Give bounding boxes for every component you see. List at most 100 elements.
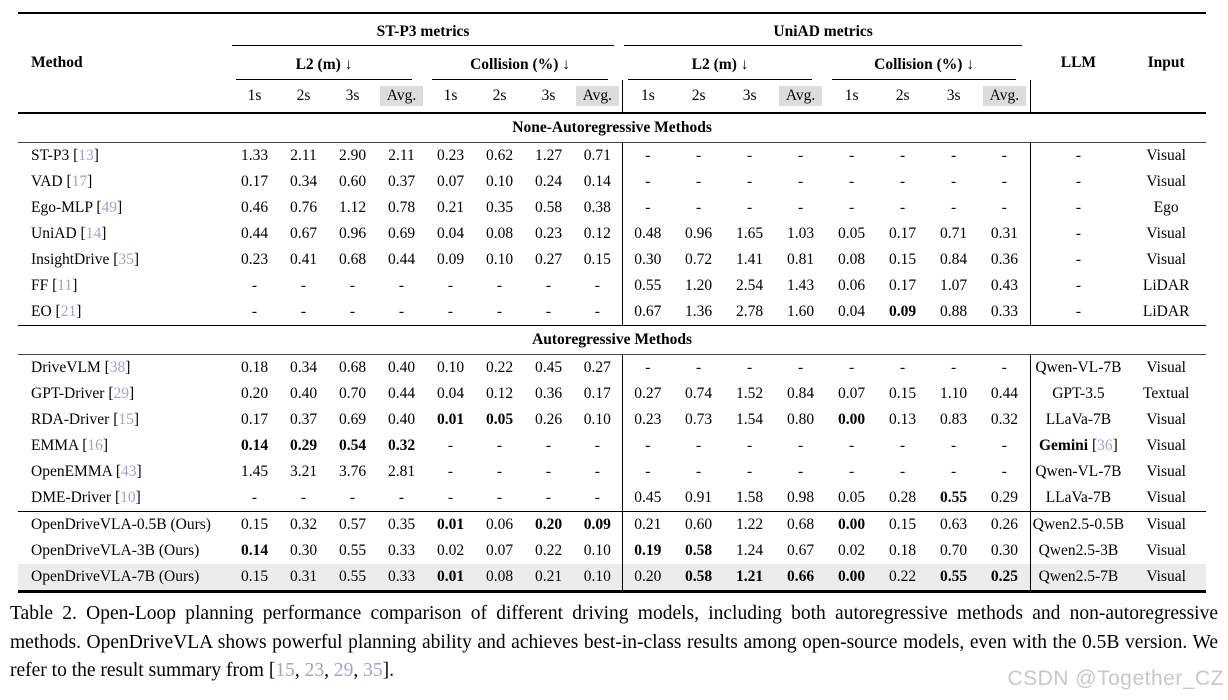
metric-cell: 1.54 (736, 411, 764, 428)
metric-cell: 0.12 (573, 221, 623, 247)
metric-cell: 0.26 (979, 511, 1031, 538)
llm-cell: Qwen2.5-7B (1030, 564, 1127, 593)
metric-cell: 0.23 (534, 225, 563, 242)
citation-ref[interactable]: 13 (78, 147, 94, 164)
citation-ref[interactable]: 36 (1097, 437, 1113, 454)
table-row: DME-Driver [10] - - - - - - - -0.45 0.91 1.58 0.98 0… (18, 485, 1207, 512)
metric-cell: 0.70 (940, 542, 968, 559)
citation-ref[interactable]: 17 (71, 173, 88, 190)
metric-cell: 1.41 (736, 251, 764, 268)
col-group-stp3-metrics: ST-P3 metrics (230, 13, 622, 46)
metric-cell: - (573, 459, 623, 485)
metric-cell: 1.58 (724, 485, 776, 512)
citation-ref[interactable]: 10 (120, 489, 136, 506)
metric-cell: - (447, 437, 454, 454)
metric-cell: - (849, 463, 855, 480)
llm-value: - (1075, 173, 1081, 190)
metric-cell: 0.30 (634, 251, 662, 268)
llm-cell: - (1030, 247, 1126, 273)
citation-ref[interactable]: 38 (109, 359, 126, 376)
metric-cell: - (475, 299, 524, 326)
metric-cell: 1.24 (736, 542, 764, 559)
metric-cell: 0.54 (338, 437, 367, 454)
table-row: ST-P3 [13] 1.33 2.11 2.90 2.11 0.23 0.62 1.27 0.… (18, 142, 1206, 169)
method-cell: UniAD [14] (31, 225, 107, 242)
metric-cell: - (979, 195, 1031, 221)
metric-cell: - (900, 437, 906, 454)
table-row: VAD [17] 0.17 0.34 0.60 0.37 0.07 0.10 0.24 0.14… (18, 169, 1206, 195)
citation-ref[interactable]: 35 (363, 660, 383, 681)
citation-ref[interactable]: 21 (60, 303, 77, 320)
metric-cell: - (900, 463, 906, 480)
citation-ref[interactable]: 23 (304, 660, 325, 681)
citation-ref[interactable]: 29 (113, 385, 130, 402)
metric-cell: - (524, 299, 573, 326)
metric-cell: - (798, 463, 804, 480)
metric-cell: 0.29 (289, 437, 318, 454)
metric-cell: - (545, 277, 552, 294)
metric-cell: 0.05 (838, 225, 866, 242)
metric-cell: - (349, 277, 356, 294)
metric-cell: 0.71 (940, 225, 968, 242)
method-cell: OpenDriveVLA-7B (Ours) (18, 564, 230, 593)
metric-cell: 1.21 (724, 564, 776, 593)
llm-value: - (1075, 225, 1081, 242)
metric-cell: 1.33 (240, 147, 269, 164)
results-table: Method ST-P3 metrics UniAD metrics LLM I… (18, 12, 1207, 593)
metric-cell: 3.21 (289, 463, 318, 480)
input-cell: Visual (1146, 147, 1186, 164)
metric-cell: 0.68 (338, 251, 367, 268)
metric-cell: 0.60 (685, 516, 713, 533)
citation-ref[interactable]: 35 (118, 251, 134, 268)
citation-ref[interactable]: 29 (333, 660, 354, 681)
metric-cell: 1.43 (787, 277, 815, 294)
metric-cell: 0.46 (240, 199, 269, 216)
metric-cell: 0.68 (787, 516, 815, 533)
metric-cell: 0.09 (877, 299, 929, 326)
citation-ref[interactable]: 16 (87, 437, 103, 454)
llm-label: LLM (1060, 54, 1097, 71)
metric-cell: 0.84 (940, 251, 968, 268)
metric-cell: 0.32 (979, 407, 1031, 433)
table-row: OpenDriveVLA-7B (Ours) 0.15 0.31 0.55 0.33 0.… (18, 564, 1207, 593)
citation-ref[interactable]: 11 (57, 277, 73, 294)
llm-value: Qwen2.5-3B (1038, 542, 1119, 559)
metric-cell: - (747, 359, 753, 376)
metric-cell: 0.33 (387, 542, 416, 559)
metric-cell: 0.66 (775, 564, 827, 593)
metric-cell: 0.25 (979, 564, 1031, 593)
citation-ref[interactable]: 43 (121, 463, 137, 480)
metric-cell: 0.72 (685, 251, 713, 268)
metric-cell: 0.23 (240, 251, 269, 268)
citation-ref[interactable]: 15 (118, 411, 134, 428)
citation-ref[interactable]: 14 (85, 225, 102, 242)
col-header-llm: LLM (1030, 13, 1126, 113)
metric-cell: 0.09 (573, 511, 623, 538)
stp3-metrics-label: ST-P3 metrics (376, 23, 470, 40)
metric-cell: - (798, 147, 804, 164)
metric-cell: - (849, 173, 855, 190)
metric-cell: - (545, 437, 552, 454)
metric-cell: - (230, 299, 279, 326)
metric-cell: 0.38 (573, 195, 623, 221)
metric-cell: 0.13 (889, 411, 917, 428)
table-row: FF [11] - - - - - - - -0.55 1.20 2.54 1.43 0.06 0.17 1… (18, 273, 1206, 299)
metric-cell: 0.14 (573, 169, 623, 195)
metric-cell: 0.62 (485, 147, 514, 164)
metric-cell: - (900, 173, 906, 190)
metric-cell: 0.05 (826, 485, 878, 512)
metric-cell: 3.76 (338, 463, 367, 480)
metric-cell: - (849, 437, 855, 454)
metric-cell: - (951, 437, 957, 454)
metric-cell: 0.27 (573, 354, 623, 381)
metric-cell: 0.81 (787, 251, 815, 268)
metric-cell: 0.29 (979, 485, 1031, 512)
method-cell: FF [11] (31, 277, 78, 294)
citation-ref[interactable]: 49 (101, 199, 117, 216)
metric-cell: - (645, 199, 651, 216)
metric-cell: - (230, 485, 279, 512)
metric-cell: 1.52 (736, 385, 764, 402)
metric-cell: - (279, 299, 328, 326)
metric-cell: 0.31 (279, 564, 328, 593)
citation-ref[interactable]: 15 (275, 660, 295, 681)
